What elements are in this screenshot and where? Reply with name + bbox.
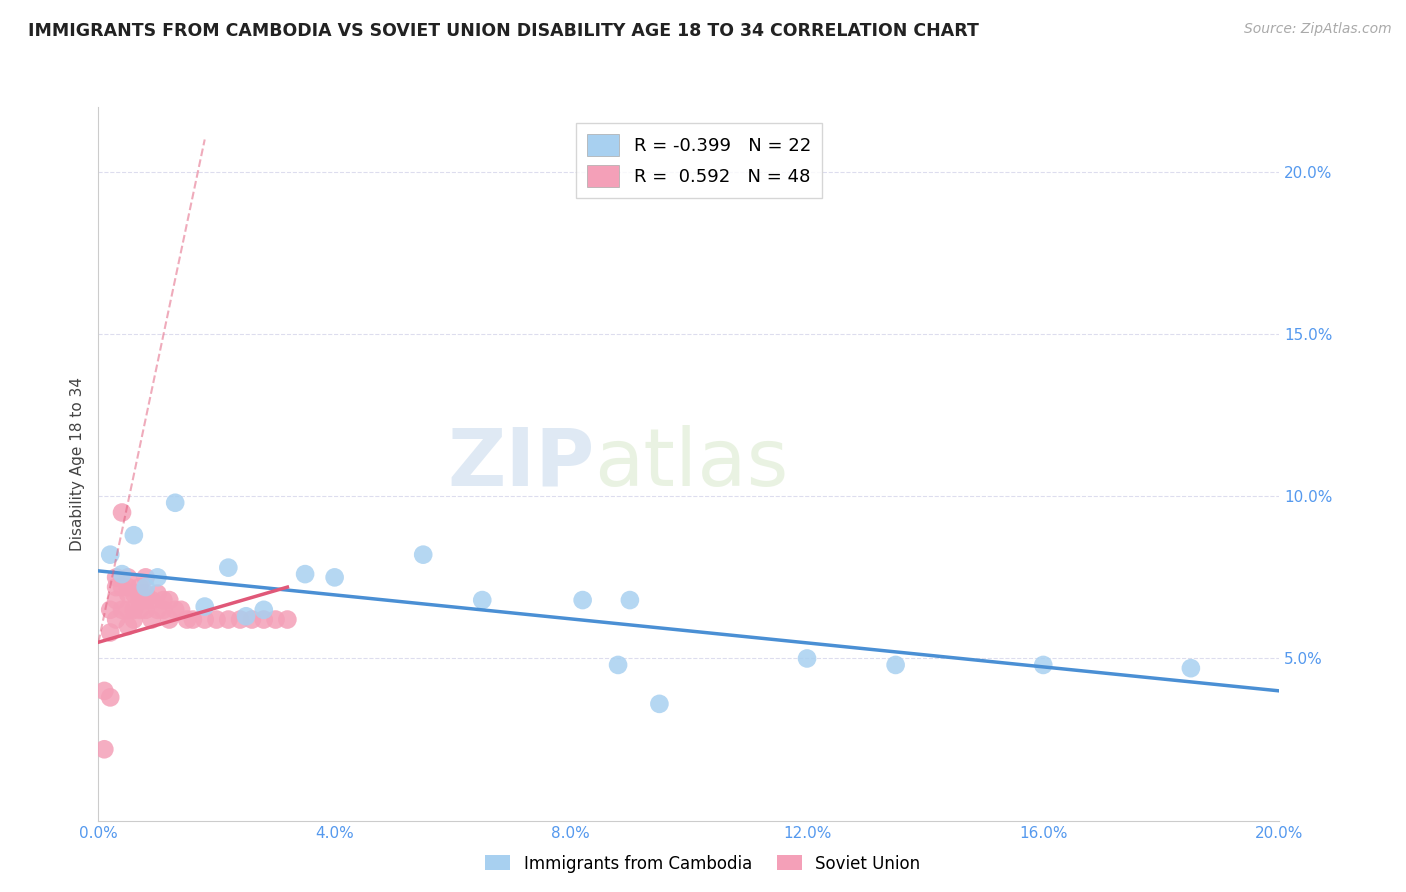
Point xyxy=(181,613,204,627)
Point xyxy=(93,742,115,756)
Point xyxy=(122,603,145,617)
Point xyxy=(157,593,180,607)
Point xyxy=(128,593,150,607)
Point xyxy=(240,613,263,627)
Point xyxy=(146,570,169,584)
Point xyxy=(117,603,139,617)
Point xyxy=(98,603,121,617)
Point xyxy=(1180,661,1202,675)
Point xyxy=(128,586,150,600)
Point xyxy=(648,697,671,711)
Point xyxy=(135,603,157,617)
Point xyxy=(253,613,276,627)
Point xyxy=(1032,657,1054,672)
Point xyxy=(111,567,134,582)
Point xyxy=(93,684,115,698)
Point xyxy=(194,613,217,627)
Point xyxy=(152,593,174,607)
Point xyxy=(170,603,193,617)
Point xyxy=(217,613,239,627)
Point xyxy=(294,567,316,582)
Point xyxy=(135,580,157,594)
Point xyxy=(146,603,169,617)
Point xyxy=(165,496,187,510)
Text: atlas: atlas xyxy=(595,425,789,503)
Point xyxy=(135,593,157,607)
Point xyxy=(165,603,187,617)
Point xyxy=(122,586,145,600)
Point xyxy=(117,586,139,600)
Point xyxy=(135,570,157,584)
Point xyxy=(607,657,630,672)
Point xyxy=(122,613,145,627)
Point xyxy=(111,603,134,617)
Point xyxy=(264,613,287,627)
Point xyxy=(141,613,163,627)
Point xyxy=(105,613,128,627)
Point xyxy=(98,690,121,705)
Point xyxy=(235,609,257,624)
Point xyxy=(98,548,121,562)
Point xyxy=(135,586,157,600)
Point xyxy=(205,613,228,627)
Point xyxy=(152,603,174,617)
Point xyxy=(111,506,134,520)
Point xyxy=(253,603,276,617)
Point xyxy=(141,593,163,607)
Point xyxy=(122,528,145,542)
Point xyxy=(229,613,252,627)
Point xyxy=(105,580,128,594)
Point xyxy=(471,593,494,607)
Point xyxy=(105,593,128,607)
Point xyxy=(111,580,134,594)
Legend: Immigrants from Cambodia, Soviet Union: Immigrants from Cambodia, Soviet Union xyxy=(479,848,927,880)
Point xyxy=(117,619,139,633)
Point xyxy=(412,548,434,562)
Text: Source: ZipAtlas.com: Source: ZipAtlas.com xyxy=(1244,22,1392,37)
Point xyxy=(796,651,818,665)
Point xyxy=(217,560,239,574)
Point xyxy=(157,613,180,627)
Legend: R = -0.399   N = 22, R =  0.592   N = 48: R = -0.399 N = 22, R = 0.592 N = 48 xyxy=(576,123,821,198)
Point xyxy=(117,580,139,594)
Point xyxy=(146,586,169,600)
Point xyxy=(176,613,198,627)
Point xyxy=(194,599,217,614)
Point xyxy=(128,580,150,594)
Text: ZIP: ZIP xyxy=(447,425,595,503)
Point xyxy=(276,613,298,627)
Point xyxy=(105,570,128,584)
Point xyxy=(128,603,150,617)
Point xyxy=(884,657,907,672)
Point xyxy=(619,593,641,607)
Y-axis label: Disability Age 18 to 34: Disability Age 18 to 34 xyxy=(70,376,86,551)
Point xyxy=(323,570,346,584)
Text: IMMIGRANTS FROM CAMBODIA VS SOVIET UNION DISABILITY AGE 18 TO 34 CORRELATION CHA: IMMIGRANTS FROM CAMBODIA VS SOVIET UNION… xyxy=(28,22,979,40)
Point xyxy=(117,570,139,584)
Point xyxy=(98,625,121,640)
Point xyxy=(571,593,593,607)
